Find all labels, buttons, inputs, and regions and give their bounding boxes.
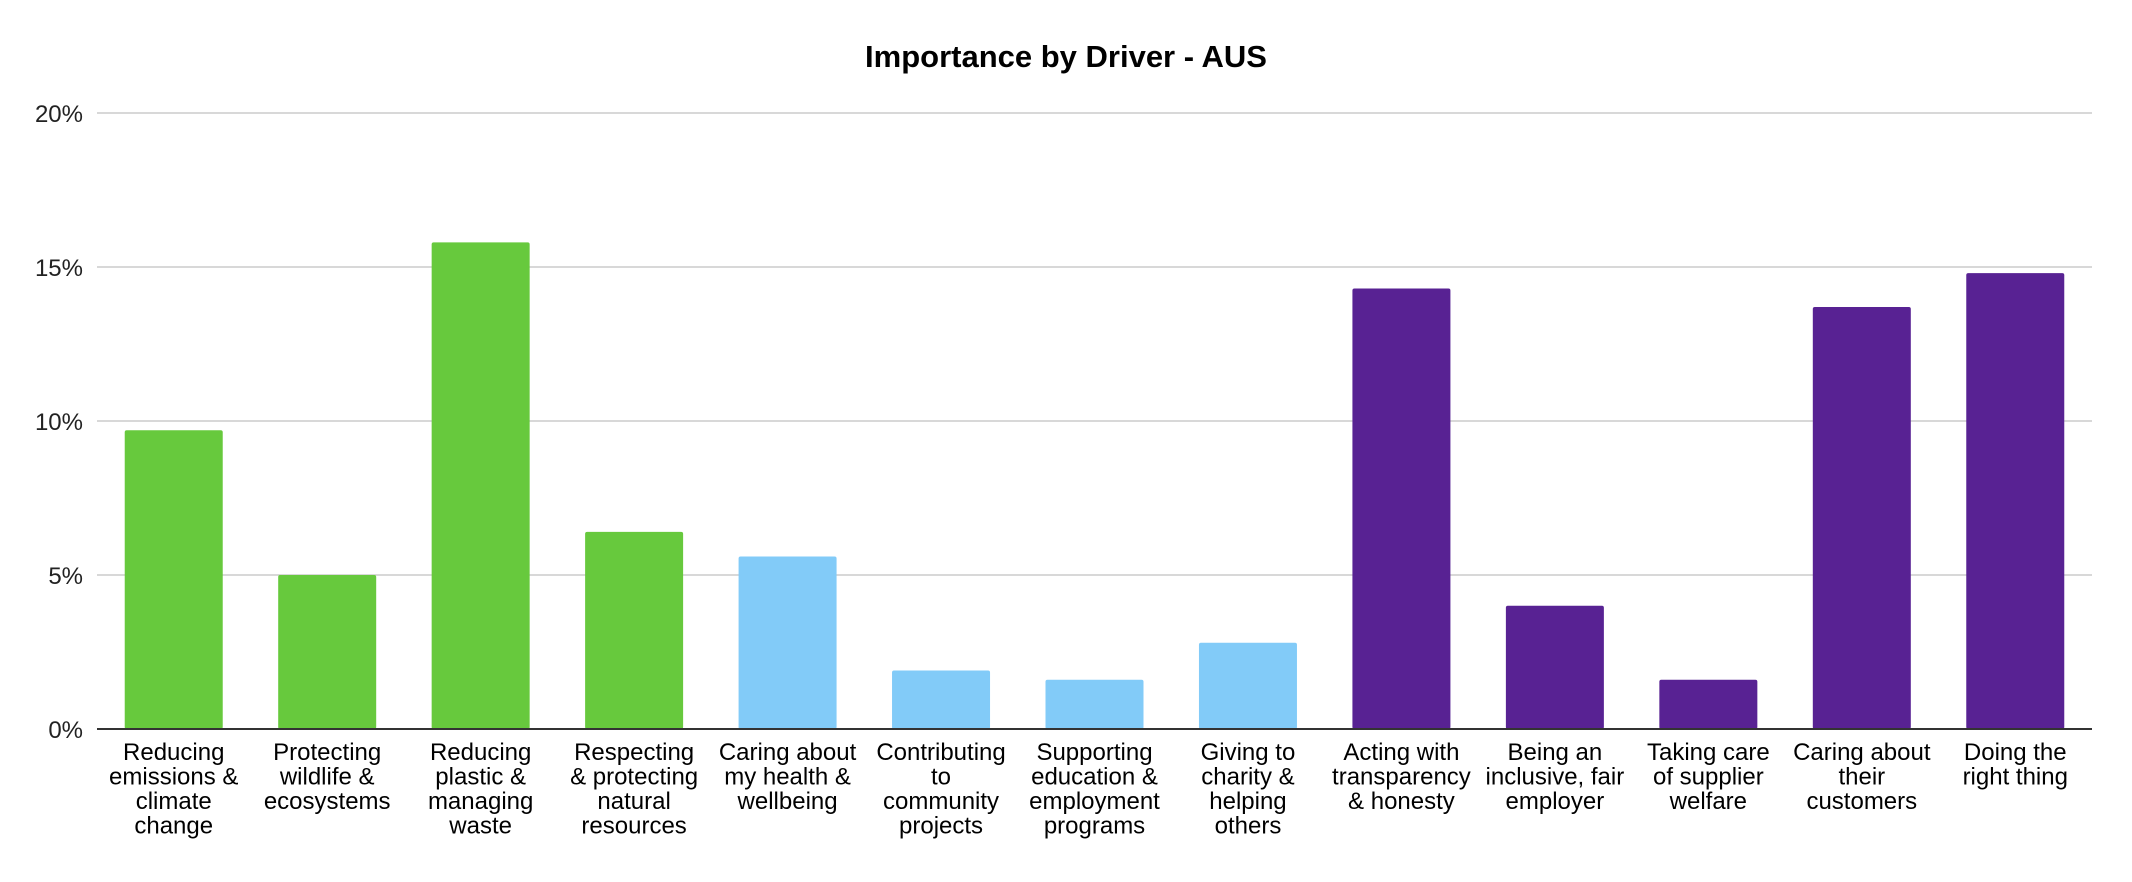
x-tick-label-line: Caring about	[719, 739, 857, 766]
x-tick-label-line: plastic &	[435, 764, 526, 791]
x-tick-label: Doing the right thing	[1963, 739, 2068, 791]
x-tick-label-line: helping	[1209, 788, 1286, 815]
x-tick-label-line: employment	[1029, 788, 1160, 815]
x-tick-label-line: Protecting	[273, 739, 381, 766]
x-tick-label-line: Contributing	[876, 739, 1005, 766]
x-tick-label-line: charity &	[1201, 764, 1294, 791]
x-tick-label-line: wildlife &	[279, 764, 375, 791]
bar[interactable]	[738, 556, 837, 729]
x-tick-label: Giving to charity & helping others	[1201, 739, 1296, 840]
x-tick-label: Being an inclusive, fair employer	[1486, 739, 1625, 815]
bar[interactable]	[124, 430, 223, 729]
x-tick-label-line: programs	[1044, 813, 1145, 840]
x-tick-label-line: welfare	[1669, 788, 1747, 815]
bar[interactable]	[1812, 307, 1911, 729]
bar[interactable]	[1045, 679, 1144, 729]
bar[interactable]	[1198, 642, 1297, 729]
x-tick-label-line: climate	[136, 788, 212, 815]
bar[interactable]	[1505, 605, 1604, 729]
y-tick-label: 15%	[35, 255, 83, 282]
x-tick-label: Caring about their customers	[1793, 739, 1931, 815]
x-tick-label-line: Caring about	[1793, 739, 1931, 766]
bar[interactable]	[278, 575, 377, 729]
x-tick-label-line: change	[134, 813, 213, 840]
x-tick-label-line: Doing the	[1964, 739, 2067, 766]
y-axis-ticks: 0% 5% 10% 15% 20%	[35, 101, 83, 744]
x-tick-label: Respecting & protecting natural resources	[570, 739, 698, 840]
x-tick-label-line: others	[1215, 813, 1282, 840]
x-tick-label-line: Reducing	[430, 739, 531, 766]
y-tick-label: 5%	[48, 563, 83, 590]
x-tick-label-line: wellbeing	[737, 788, 838, 815]
x-tick-label: Reducing emissions & climate change	[109, 739, 238, 840]
x-tick-label-line: inclusive, fair	[1486, 764, 1625, 791]
x-tick-label: Acting with transparency & honesty	[1332, 739, 1471, 815]
x-tick-label: Caring about my health & wellbeing	[719, 739, 857, 815]
x-tick-label-line: projects	[899, 813, 983, 840]
x-tick-label: Taking care of supplier welfare	[1647, 739, 1770, 815]
bar[interactable]	[1966, 273, 2065, 729]
x-tick-label-line: transparency	[1332, 764, 1471, 791]
x-tick-label: Protecting wildlife & ecosystems	[264, 739, 391, 815]
bar[interactable]	[585, 531, 684, 729]
x-tick-label-line: right thing	[1963, 764, 2068, 791]
x-tick-label-line: Acting with	[1343, 739, 1459, 766]
x-tick-label-line: emissions &	[109, 764, 238, 791]
x-tick-label-line: & honesty	[1348, 788, 1455, 815]
x-tick-label-line: Supporting	[1036, 739, 1152, 766]
x-tick-label-line: to	[931, 764, 951, 791]
gridlines	[97, 112, 2092, 576]
chart-title: Importance by Driver - AUS	[865, 39, 1267, 74]
x-tick-label-line: my health &	[724, 764, 851, 791]
x-tick-label-line: ecosystems	[264, 788, 391, 815]
x-tick-label-line: Reducing	[123, 739, 224, 766]
x-tick-label-line: customers	[1806, 788, 1917, 815]
x-tick-label: Supporting education & employment programs	[1029, 739, 1160, 840]
x-tick-label-line: of supplier	[1653, 764, 1764, 791]
bar[interactable]	[431, 242, 530, 730]
x-tick-label-line: Taking care	[1647, 739, 1770, 766]
bar[interactable]	[1659, 679, 1758, 729]
y-tick-label: 20%	[35, 101, 83, 128]
x-tick-label: Contributing to community projects	[876, 739, 1005, 840]
x-tick-label-line: waste	[448, 813, 512, 840]
x-tick-label-line: employer	[1506, 788, 1605, 815]
x-tick-label-line: community	[883, 788, 999, 815]
x-tick-label-line: & protecting	[570, 764, 698, 791]
bar[interactable]	[1352, 288, 1451, 729]
x-tick-label-line: natural	[597, 788, 670, 815]
x-tick-label-line: their	[1838, 764, 1885, 791]
x-tick-label-line: education &	[1031, 764, 1158, 791]
y-tick-label: 0%	[48, 717, 83, 744]
x-axis-labels: Reducing emissions & climate changeProtecti…	[109, 739, 2068, 840]
x-tick-label-line: Respecting	[574, 739, 694, 766]
bar[interactable]	[892, 670, 991, 729]
x-tick-label-line: Being an	[1508, 739, 1603, 766]
y-tick-label: 10%	[35, 409, 83, 436]
bars	[124, 242, 2065, 730]
x-tick-label-line: resources	[581, 813, 686, 840]
x-tick-label: Reducing plastic & managing waste	[428, 739, 533, 840]
x-tick-label-line: Giving to	[1201, 739, 1296, 766]
x-tick-label-line: managing	[428, 788, 533, 815]
